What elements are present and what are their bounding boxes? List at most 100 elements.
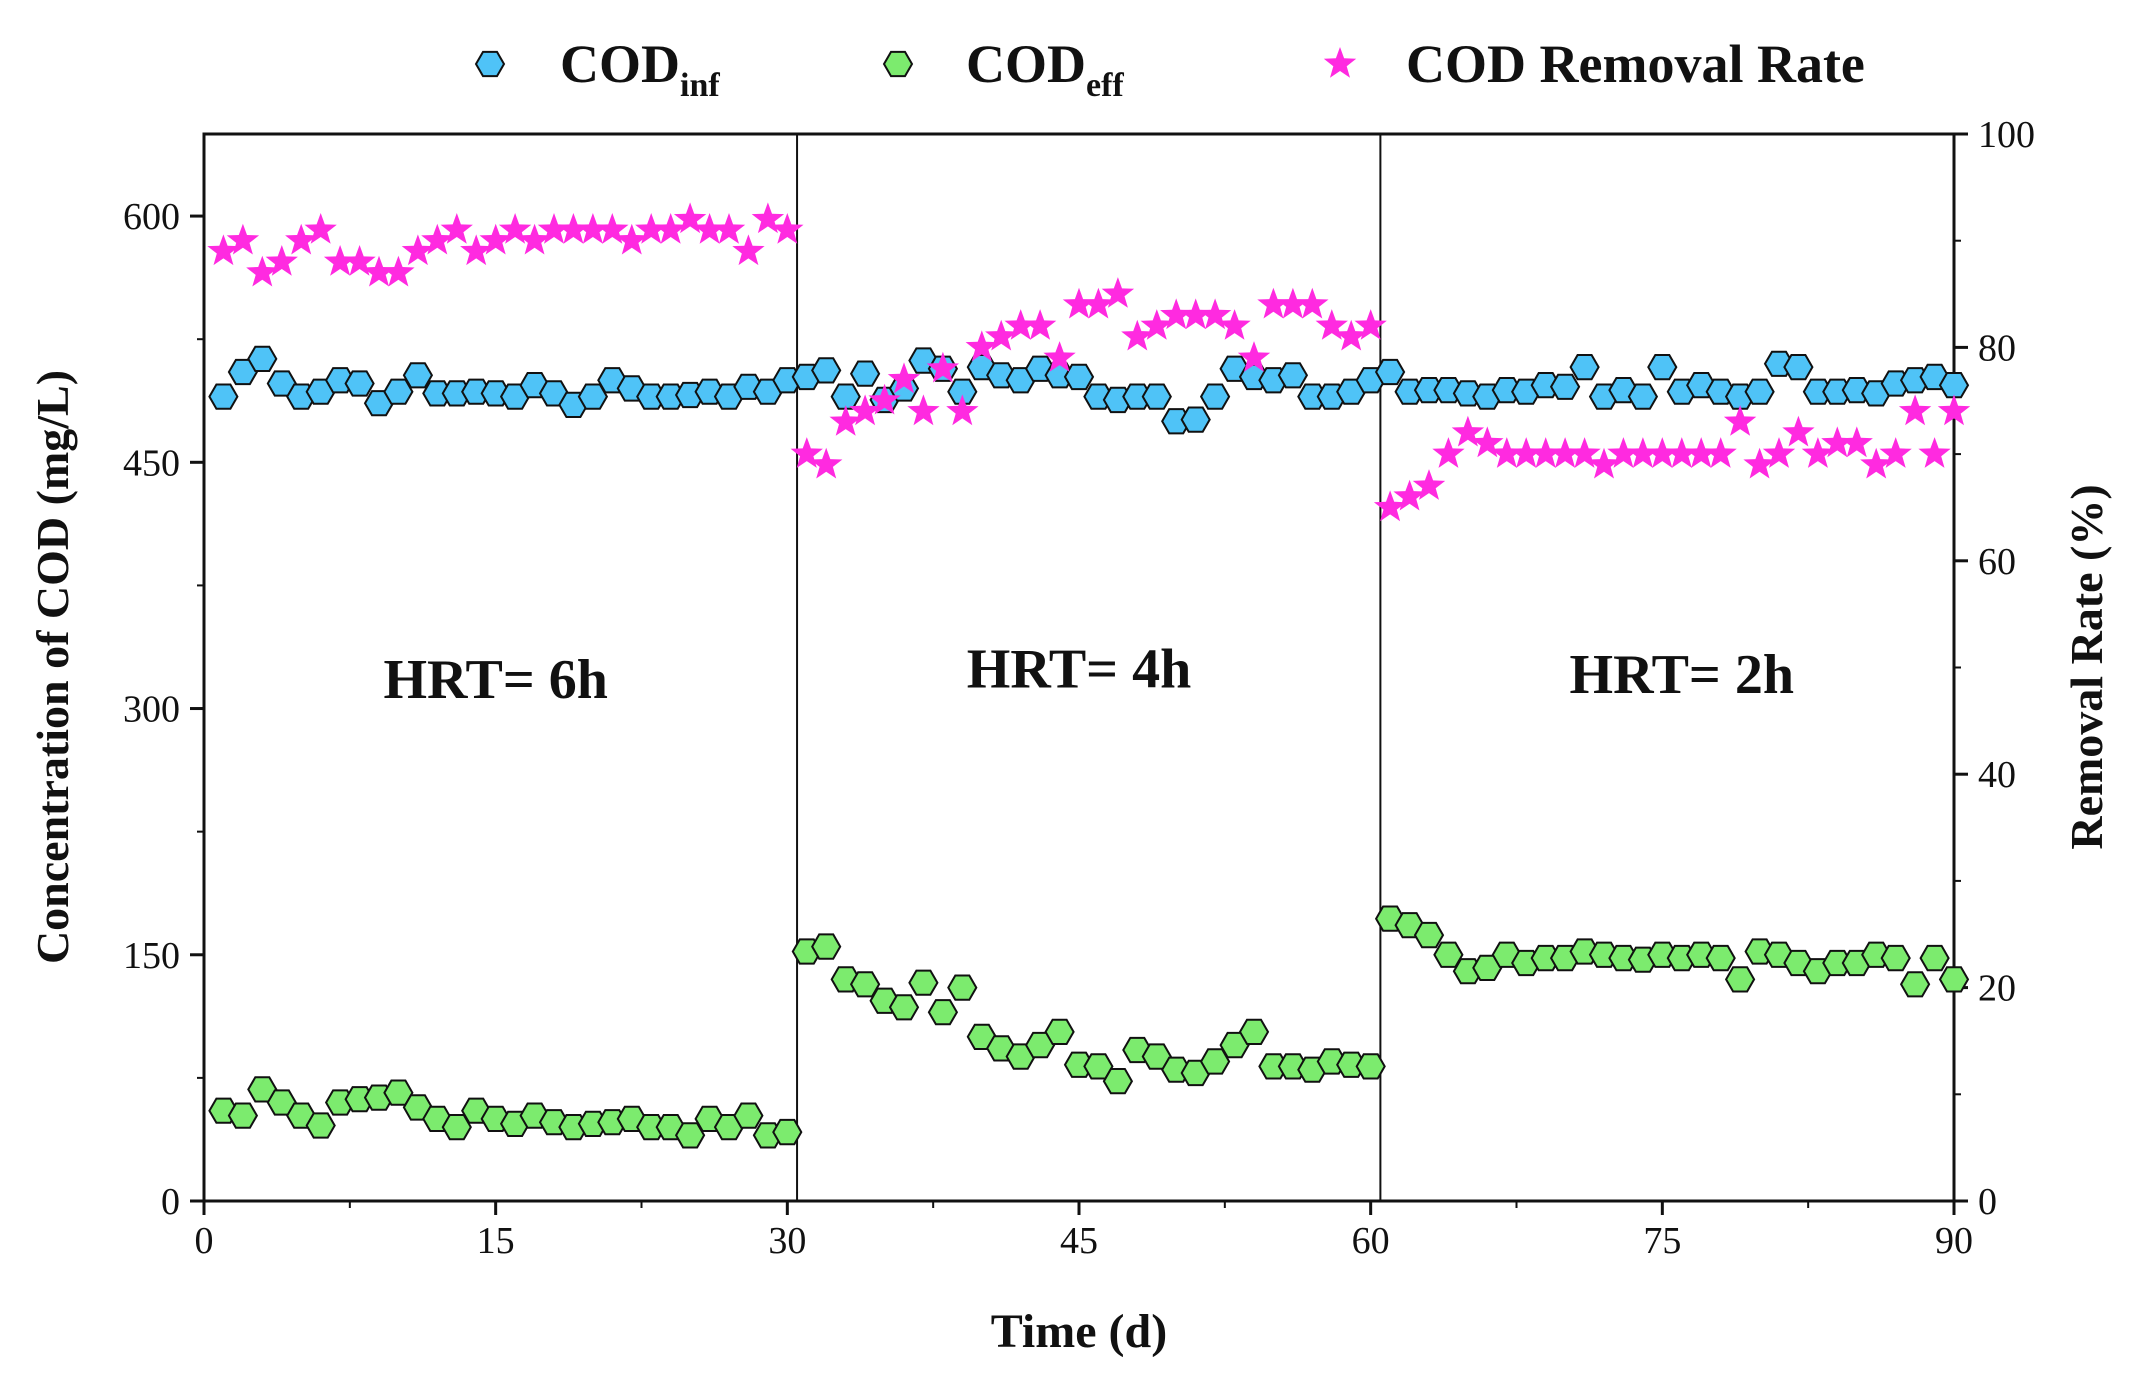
data-point bbox=[1276, 287, 1310, 319]
data-point bbox=[733, 1102, 764, 1129]
data-point bbox=[1413, 921, 1445, 949]
x-tick-label: 15 bbox=[477, 1220, 515, 1262]
data-point bbox=[635, 213, 668, 244]
right-y-axis-ticks: 0 20 40 60 80 100 bbox=[1954, 114, 2035, 1223]
data-point bbox=[557, 213, 590, 244]
data-point bbox=[947, 974, 978, 1001]
data-point bbox=[771, 213, 804, 244]
data-point bbox=[1529, 437, 1562, 468]
data-point bbox=[1840, 426, 1873, 458]
phase-annotations: HRT= 6h HRT= 4h HRT= 2h bbox=[383, 639, 1794, 712]
data-point bbox=[1627, 383, 1659, 410]
legend-marker-shape bbox=[1323, 47, 1357, 78]
data-point bbox=[1705, 944, 1736, 972]
data-point bbox=[1743, 447, 1776, 479]
data-point bbox=[343, 245, 376, 276]
left-y-axis-ticks: 0 150 300 450 600 bbox=[123, 196, 204, 1223]
y-left-tick-label: 450 bbox=[123, 442, 180, 484]
data-point bbox=[1451, 415, 1485, 447]
data-point bbox=[1937, 394, 1971, 426]
data-point bbox=[344, 370, 375, 397]
data-point bbox=[422, 380, 453, 407]
data-point bbox=[1879, 437, 1912, 468]
data-point bbox=[1626, 437, 1660, 468]
data-point bbox=[1548, 437, 1582, 468]
data-point bbox=[1374, 358, 1406, 386]
y-right-tick-label: 80 bbox=[1978, 327, 2016, 369]
data-point bbox=[1471, 426, 1504, 458]
series-cod-removal-rate bbox=[207, 202, 1971, 522]
data-point bbox=[947, 378, 978, 405]
data-point bbox=[848, 394, 882, 426]
phase-dividers bbox=[796, 134, 1382, 1201]
x-axis-ticks: 0 15 30 45 60 75 90 bbox=[195, 1201, 1973, 1262]
data-point bbox=[673, 202, 707, 234]
y-right-tick-label: 0 bbox=[1978, 1181, 1997, 1223]
data-point bbox=[1665, 437, 1698, 468]
data-point bbox=[1860, 447, 1893, 479]
data-point bbox=[1413, 377, 1445, 404]
legend-marker-cod-eff bbox=[882, 50, 914, 78]
data-point bbox=[226, 223, 260, 255]
data-point bbox=[810, 447, 843, 479]
legend-label-cod-eff: CODeff bbox=[966, 34, 1124, 104]
data-point bbox=[246, 255, 279, 287]
data-point bbox=[712, 213, 746, 244]
data-point bbox=[1082, 287, 1115, 319]
series-layer bbox=[207, 202, 1971, 1149]
x-tick-label: 30 bbox=[768, 1220, 806, 1262]
data-point bbox=[382, 255, 415, 287]
phase-label-0: HRT= 6h bbox=[383, 649, 607, 711]
data-point bbox=[1490, 437, 1523, 468]
data-point bbox=[208, 383, 239, 410]
data-point bbox=[1899, 971, 1931, 998]
data-point bbox=[1180, 406, 1211, 433]
data-point bbox=[790, 437, 823, 468]
data-point bbox=[1122, 383, 1153, 410]
data-point bbox=[227, 1102, 259, 1129]
data-point bbox=[829, 405, 862, 436]
data-point bbox=[1062, 287, 1096, 319]
y-left-tick-label: 150 bbox=[123, 935, 180, 977]
data-point bbox=[460, 234, 493, 266]
data-point bbox=[1315, 309, 1348, 340]
data-point bbox=[636, 383, 667, 410]
data-point bbox=[498, 213, 532, 244]
phase-label-2: HRT= 2h bbox=[1570, 644, 1794, 706]
data-point bbox=[1335, 319, 1368, 351]
data-point bbox=[362, 255, 396, 287]
x-axis-title: Time (d) bbox=[991, 1305, 1167, 1358]
data-point bbox=[636, 1114, 667, 1141]
data-point bbox=[1549, 373, 1581, 400]
data-point bbox=[1354, 309, 1387, 340]
data-point bbox=[1938, 372, 1970, 399]
data-point bbox=[1140, 309, 1173, 340]
data-point bbox=[1218, 309, 1251, 340]
data-point bbox=[1102, 1068, 1134, 1095]
data-point bbox=[1782, 415, 1815, 447]
data-point bbox=[615, 223, 648, 255]
data-point bbox=[811, 357, 842, 384]
legend-marker-shape bbox=[882, 50, 914, 78]
data-point bbox=[1063, 363, 1095, 391]
left-y-axis-title: Concentration of COD (mg/L) bbox=[27, 370, 78, 964]
right-y-axis-title: Removal Rate (%) bbox=[2061, 484, 2112, 849]
data-point bbox=[811, 933, 842, 960]
data-point bbox=[868, 383, 901, 415]
phase-label-1: HRT= 4h bbox=[967, 639, 1191, 701]
data-point bbox=[1101, 277, 1135, 308]
legend-item-cod-eff: CODeff bbox=[882, 34, 1124, 104]
data-point bbox=[1393, 479, 1426, 511]
data-point bbox=[849, 360, 881, 387]
data-point bbox=[402, 362, 434, 389]
data-point bbox=[985, 319, 1018, 351]
data-point bbox=[1023, 309, 1057, 340]
y-right-tick-label: 20 bbox=[1978, 968, 2016, 1010]
legend-marker-cod-inf bbox=[474, 50, 506, 78]
data-point bbox=[1568, 437, 1601, 468]
data-point bbox=[751, 202, 785, 234]
x-tick-label: 45 bbox=[1060, 1220, 1098, 1262]
data-point bbox=[1043, 341, 1076, 372]
y-right-tick-label: 100 bbox=[1978, 114, 2035, 156]
y-left-tick-label: 0 bbox=[161, 1181, 180, 1223]
